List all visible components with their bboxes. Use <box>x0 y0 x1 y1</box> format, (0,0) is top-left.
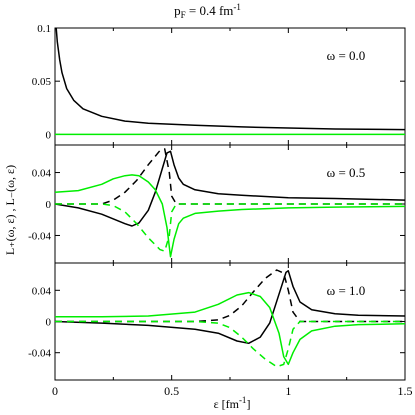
series-solid-green <box>55 291 406 366</box>
series-solid-green <box>54 174 406 258</box>
y-tick-label: 0.1 <box>37 23 51 35</box>
panel-0: 0 0.05 0.1 ω = 0.0 <box>32 23 406 146</box>
panel-annotation: ω = 1.0 <box>327 283 366 298</box>
title-sup: -1 <box>233 2 241 12</box>
series-solid-black <box>54 270 406 345</box>
title-base: p <box>174 3 181 18</box>
y-tick-label: -0.04 <box>28 348 51 360</box>
y-tick-label: 0 <box>46 129 52 141</box>
panel-2: 0.04 0 -0.04 ω = 1.0 <box>28 262 406 381</box>
chart-title: pF = 0.4 fm-1 <box>0 2 415 20</box>
series-dashed-green <box>55 320 405 368</box>
panel-annotation: ω = 0.0 <box>327 48 366 63</box>
title-text: = 0.4 fm <box>185 3 234 18</box>
title-sub: F <box>180 10 186 20</box>
x-tick-label: 0.5 <box>164 384 179 398</box>
y-tick-label: 0 <box>46 199 52 211</box>
y-tick-label: 0.04 <box>32 285 52 297</box>
x-tick-label: 1 <box>285 384 291 398</box>
y-tick-label: 0.04 <box>32 168 52 180</box>
series-dashed-black <box>55 269 405 323</box>
series-solid-black <box>54 150 406 227</box>
series-dashed-black <box>55 148 405 205</box>
x-tick-label: 0 <box>52 384 58 398</box>
x-axis-label: ε [fm-1] <box>214 395 251 411</box>
y-tick-label: -0.04 <box>28 230 51 242</box>
series-dashed-green <box>55 203 405 252</box>
y-tick-label: 0.05 <box>32 76 52 88</box>
panel-1: 0.04 0 -0.04 ω = 0.5 <box>28 144 406 264</box>
panel-frame <box>54 27 406 146</box>
y-axis-label: L₊(ω, ε) , L₋(ω, ε) <box>3 165 17 255</box>
x-tick-label: 1.5 <box>398 384 413 398</box>
y-tick-label: 0 <box>46 317 52 329</box>
panel-annotation: ω = 0.5 <box>327 165 366 180</box>
series-solid-black <box>55 27 406 131</box>
